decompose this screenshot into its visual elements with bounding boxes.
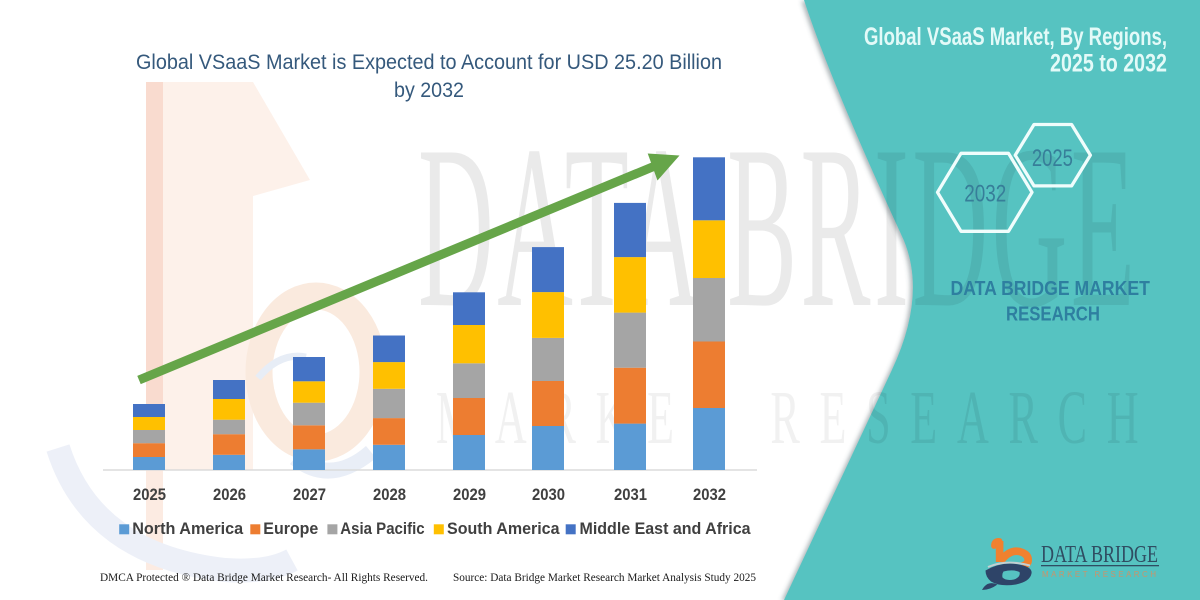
svg-text:2027: 2027 (293, 486, 326, 504)
svg-text:Middle East and Africa: Middle East and Africa (580, 520, 752, 538)
svg-text:RESEARCH: RESEARCH (1006, 304, 1100, 326)
svg-text:2025: 2025 (1032, 145, 1073, 172)
svg-text:MARKET RESEARCH: MARKET RESEARCH (1042, 570, 1156, 579)
svg-text:2029: 2029 (453, 486, 486, 504)
svg-text:2026: 2026 (213, 486, 246, 504)
svg-text:2028: 2028 (373, 486, 406, 504)
svg-text:2025: 2025 (133, 486, 166, 504)
svg-text:DATA BRIDGE: DATA BRIDGE (1041, 542, 1158, 568)
svg-text:Europe: Europe (263, 520, 318, 538)
svg-text:Global VSaaS Market is Expecte: Global VSaaS Market is Expected to Accou… (136, 51, 722, 74)
svg-text:North America: North America (132, 520, 244, 538)
svg-text:by 2032: by 2032 (394, 79, 464, 102)
svg-text:2031: 2031 (614, 486, 647, 504)
svg-text:Source: Data Bridge Market Res: Source: Data Bridge Market Research Mark… (453, 570, 756, 584)
svg-text:Global VSaaS Market, By Region: Global VSaaS Market, By Regions, (864, 23, 1167, 51)
svg-text:2025 to 2032: 2025 to 2032 (1050, 50, 1167, 78)
svg-text:2030: 2030 (532, 486, 565, 504)
svg-text:Asia Pacific: Asia Pacific (340, 520, 424, 538)
svg-text:DATA BRIDGE MARKET: DATA BRIDGE MARKET (951, 278, 1150, 300)
svg-text:South America: South America (447, 520, 560, 538)
svg-text:DMCA Protected ® Data Bridge M: DMCA Protected ® Data Bridge Market Rese… (100, 570, 428, 584)
svg-text:2032: 2032 (964, 181, 1006, 208)
svg-text:2032: 2032 (693, 486, 726, 504)
